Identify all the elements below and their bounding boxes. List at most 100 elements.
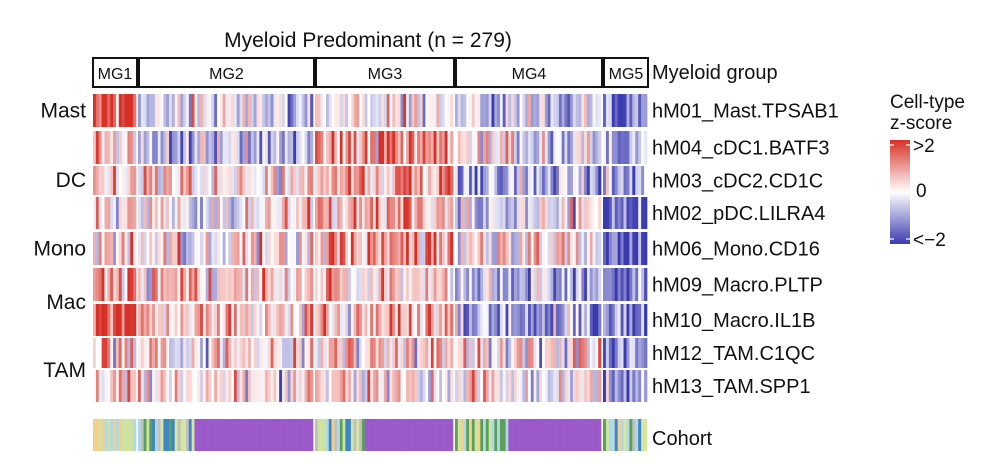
heatmap-cell (635, 338, 639, 368)
heatmap-cell (428, 94, 432, 127)
heatmap-cell (228, 197, 232, 229)
cohort-cell (450, 419, 454, 451)
heatmap-cell (436, 232, 440, 265)
heatmap-cell (620, 304, 624, 336)
heatmap-cell (375, 131, 379, 164)
heatmap-cell (233, 232, 238, 265)
heatmap-cell (644, 268, 648, 301)
heatmap-cell (570, 232, 574, 265)
heatmap-cell (430, 370, 435, 402)
heatmap-cell (589, 232, 593, 265)
heatmap-cell (641, 232, 645, 265)
heatmap-cell (350, 268, 354, 301)
heatmap-cell (211, 304, 215, 336)
heatmap-cell (364, 268, 368, 301)
row-label: hM06_Mono.CD16 (652, 239, 820, 261)
heatmap-cell (110, 94, 114, 127)
heatmap-row-hm01-mast-tpsab1 (93, 94, 648, 127)
heatmap-cell (511, 232, 515, 265)
heatmap-cell (310, 197, 314, 229)
heatmap-cell (214, 232, 218, 265)
heatmap-cell (326, 94, 330, 127)
heatmap-cell (638, 166, 642, 195)
heatmap-cell (188, 338, 192, 368)
heatmap-cell (595, 268, 599, 301)
heatmap-cell (171, 268, 176, 301)
heatmap-cell (561, 338, 565, 368)
heatmap-cell (284, 197, 288, 229)
heatmap-cell (115, 197, 120, 229)
heatmap-cell (265, 131, 269, 164)
heatmap-cell (530, 370, 534, 402)
heatmap-cell (553, 131, 557, 164)
heatmap-cell (439, 131, 443, 164)
cohort-cell (149, 419, 153, 451)
heatmap-cell (511, 370, 515, 402)
heatmap-cell (279, 232, 283, 265)
heatmap-cell (513, 197, 518, 229)
heatmap-cell (348, 197, 352, 229)
heatmap-cell (334, 338, 338, 368)
heatmap-cell (370, 268, 374, 301)
heatmap-cell (104, 370, 108, 402)
heatmap-cell (578, 166, 582, 195)
heatmap-cell (547, 304, 551, 336)
heatmap-cell (273, 370, 277, 402)
heatmap-cell (208, 232, 212, 265)
heatmap-cell (143, 268, 147, 301)
cohort-cell (367, 419, 371, 451)
heatmap-cell (95, 166, 100, 195)
heatmap-cell (133, 232, 137, 265)
heatmap-cell (140, 131, 144, 164)
heatmap-cell (250, 304, 255, 336)
heatmap-cell (290, 304, 294, 336)
heatmap-cell (635, 268, 639, 301)
heatmap-cell (444, 304, 448, 336)
heatmap-cell (296, 232, 300, 265)
heatmap-cell (556, 131, 560, 164)
heatmap-cell (603, 268, 607, 301)
heatmap-cell (644, 338, 648, 368)
heatmap-cell (488, 94, 492, 127)
heatmap-cell (361, 268, 366, 301)
heatmap-cell (124, 268, 128, 301)
heatmap-cell (281, 232, 286, 265)
heatmap-cell (331, 94, 335, 127)
heatmap-cell (480, 232, 484, 265)
cohort-cell (242, 419, 246, 451)
cohort-cell (152, 419, 156, 451)
heatmap-cell (138, 94, 142, 127)
heatmap-cell (422, 166, 426, 195)
heatmap-cell (575, 166, 579, 195)
heatmap-cell (584, 338, 588, 368)
heatmap-cell (359, 268, 363, 301)
heatmap-cell (273, 338, 277, 368)
heatmap-cell (581, 370, 585, 402)
cohort-cell (146, 419, 150, 451)
heatmap-cell (331, 232, 335, 265)
heatmap-cell (183, 338, 187, 368)
heatmap-cell (345, 268, 349, 301)
heatmap-cell (98, 268, 102, 301)
cohort-cell (530, 419, 534, 451)
heatmap-cell (544, 338, 549, 368)
heatmap-cell (107, 304, 111, 336)
heatmap-cell (228, 232, 232, 265)
heatmap-cell (364, 370, 368, 402)
heatmap-cell (345, 94, 349, 127)
cohort-cell (419, 419, 423, 451)
heatmap-cell (617, 197, 621, 229)
heatmap-cell (617, 166, 621, 195)
heatmap-cell (328, 304, 332, 336)
heatmap-cell (262, 94, 266, 127)
heatmap-cell (284, 304, 288, 336)
cohort-cell (339, 419, 343, 451)
heatmap-cell (384, 268, 388, 301)
heatmap-cell (265, 370, 269, 402)
heatmap-cell (217, 232, 221, 265)
heatmap-cell (469, 304, 473, 336)
heatmap-cell (578, 304, 582, 336)
heatmap-cell (93, 131, 97, 164)
heatmap-cell (348, 232, 352, 265)
cohort-cell (205, 419, 209, 451)
